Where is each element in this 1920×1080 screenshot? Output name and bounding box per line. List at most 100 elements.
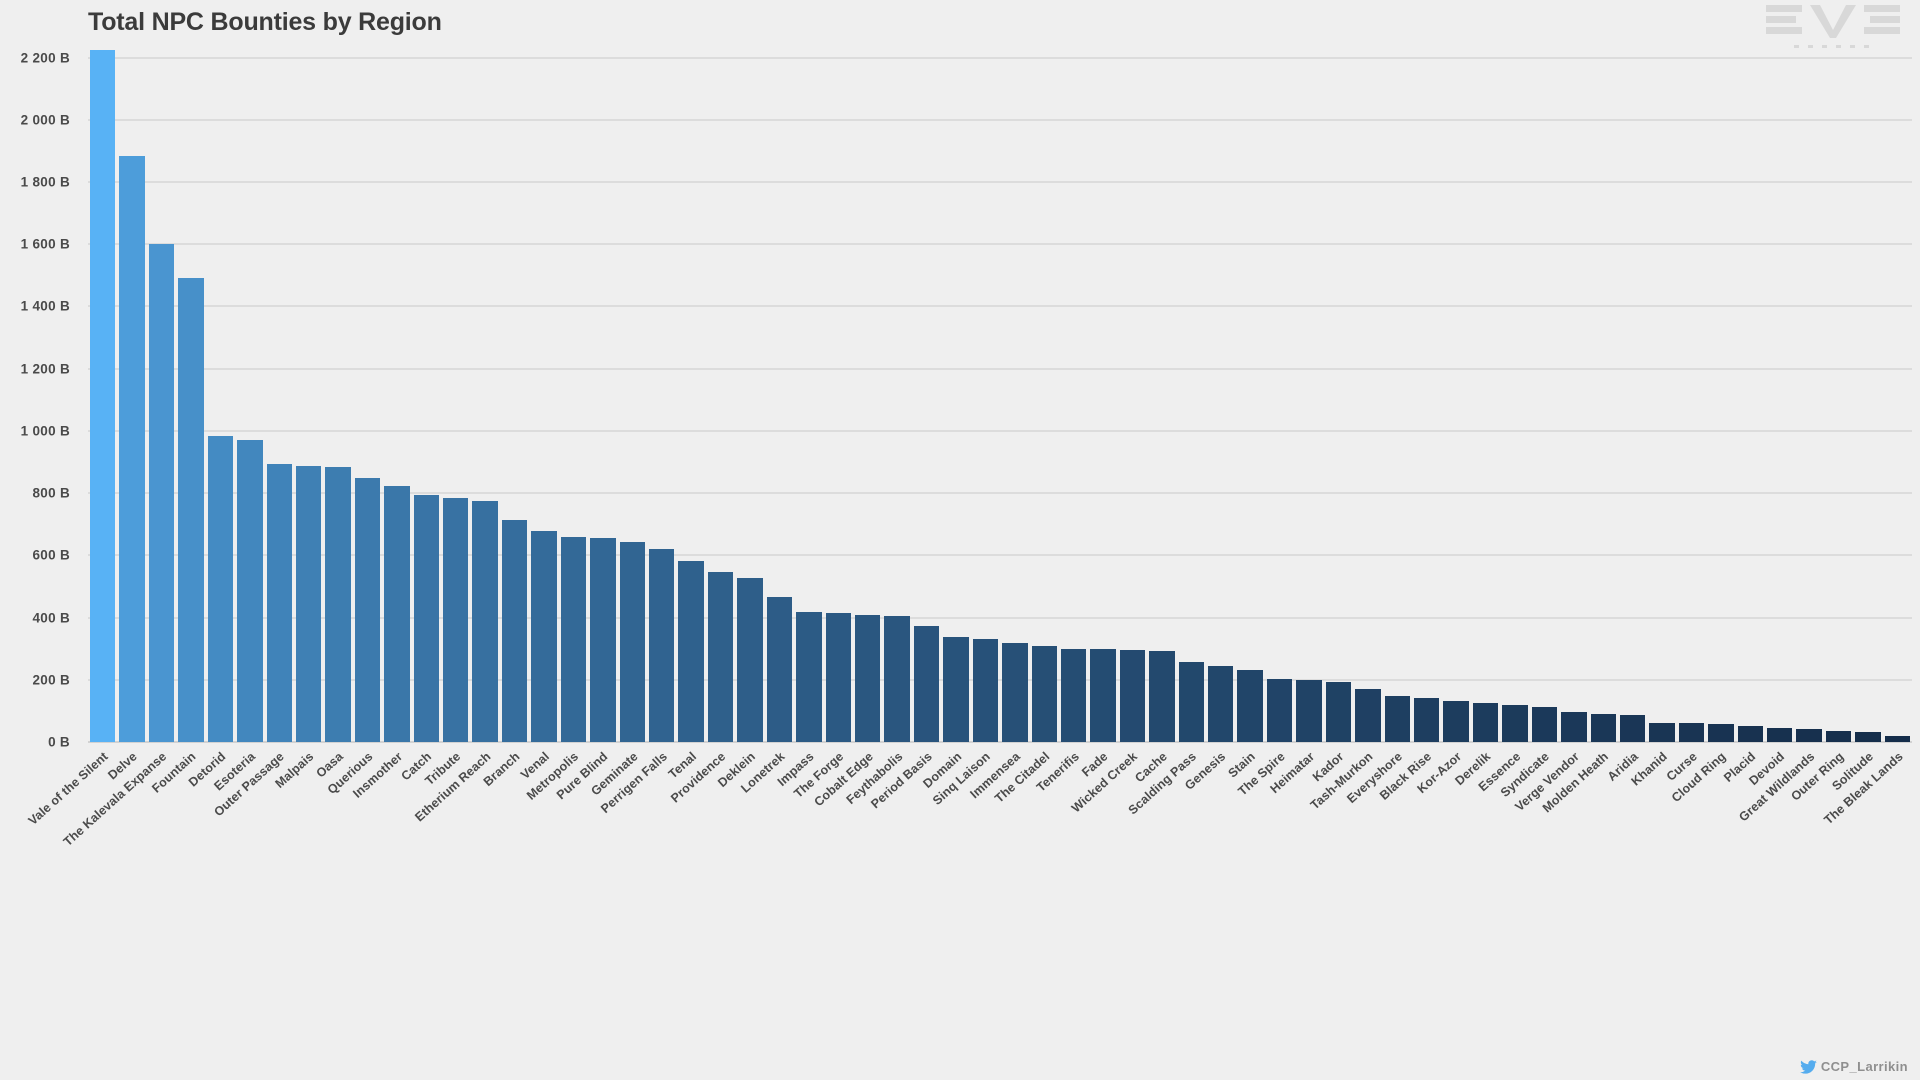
bar[interactable]: [148, 244, 175, 742]
bar-slot[interactable]: [1824, 42, 1853, 742]
bar-slot[interactable]: [1530, 42, 1559, 742]
bar-slot[interactable]: [1324, 42, 1353, 742]
bar[interactable]: [1266, 678, 1293, 742]
bar[interactable]: [1208, 665, 1234, 742]
bar-slot[interactable]: [882, 42, 911, 742]
bar[interactable]: [590, 538, 616, 742]
bar[interactable]: [1502, 704, 1528, 742]
bar[interactable]: [825, 612, 851, 742]
bar[interactable]: [1825, 731, 1852, 742]
bar-slot[interactable]: [294, 42, 323, 742]
bar[interactable]: [796, 611, 822, 742]
bar-slot[interactable]: [1647, 42, 1676, 742]
bar[interactable]: [325, 466, 351, 742]
bar[interactable]: [943, 637, 969, 742]
bar-slot[interactable]: [588, 42, 617, 742]
bar[interactable]: [207, 435, 234, 742]
bar-slot[interactable]: [500, 42, 529, 742]
bar-slot[interactable]: [1030, 42, 1059, 742]
bar[interactable]: [178, 278, 204, 742]
bar-slot[interactable]: [147, 42, 176, 742]
bar-slot[interactable]: [88, 42, 117, 742]
bar[interactable]: [413, 495, 440, 742]
bar[interactable]: [1002, 643, 1028, 742]
bar-slot[interactable]: [1000, 42, 1029, 742]
bar[interactable]: [1443, 700, 1469, 742]
bar[interactable]: [649, 548, 675, 742]
bar-slot[interactable]: [470, 42, 499, 742]
bar-slot[interactable]: [206, 42, 235, 742]
bar[interactable]: [1355, 688, 1381, 742]
bar-slot[interactable]: [1559, 42, 1588, 742]
bar-slot[interactable]: [765, 42, 794, 742]
bar-slot[interactable]: [1412, 42, 1441, 742]
bar[interactable]: [1090, 649, 1116, 742]
bar[interactable]: [1296, 680, 1322, 742]
bar-slot[interactable]: [323, 42, 352, 742]
bar-slot[interactable]: [941, 42, 970, 742]
bar[interactable]: [1031, 645, 1057, 742]
bar[interactable]: [1561, 712, 1587, 742]
bar[interactable]: [1678, 723, 1705, 742]
bar[interactable]: [884, 616, 910, 742]
bar[interactable]: [384, 485, 410, 742]
bar[interactable]: [90, 49, 116, 742]
bar[interactable]: [1737, 725, 1764, 742]
bar[interactable]: [531, 531, 557, 742]
bar[interactable]: [443, 497, 469, 742]
bar[interactable]: [295, 465, 322, 742]
bar-slot[interactable]: [1353, 42, 1382, 742]
bar-slot[interactable]: [618, 42, 647, 742]
bar-slot[interactable]: [1677, 42, 1706, 742]
bar-slot[interactable]: [824, 42, 853, 742]
bar[interactable]: [354, 478, 381, 742]
bar-slot[interactable]: [353, 42, 382, 742]
bar[interactable]: [913, 625, 940, 742]
bar-slot[interactable]: [1589, 42, 1618, 742]
bar[interactable]: [766, 596, 793, 742]
bar[interactable]: [501, 520, 528, 742]
bar[interactable]: [707, 571, 734, 742]
bar[interactable]: [1884, 736, 1911, 742]
bar[interactable]: [1119, 649, 1146, 742]
bar-slot[interactable]: [1206, 42, 1235, 742]
bar-slot[interactable]: [647, 42, 676, 742]
bar-slot[interactable]: [382, 42, 411, 742]
bar-slot[interactable]: [176, 42, 205, 742]
bar-slot[interactable]: [853, 42, 882, 742]
bar-slot[interactable]: [676, 42, 705, 742]
bar-slot[interactable]: [441, 42, 470, 742]
bar-slot[interactable]: [1118, 42, 1147, 742]
bar[interactable]: [854, 615, 881, 742]
bar-slot[interactable]: [1618, 42, 1647, 742]
bar[interactable]: [1384, 696, 1410, 742]
bar-slot[interactable]: [1059, 42, 1088, 742]
bar[interactable]: [1767, 728, 1793, 742]
bar[interactable]: [1649, 722, 1675, 742]
bar-slot[interactable]: [706, 42, 735, 742]
bar[interactable]: [1708, 723, 1734, 742]
bar-slot[interactable]: [1294, 42, 1323, 742]
bar-slot[interactable]: [529, 42, 558, 742]
bar-slot[interactable]: [1471, 42, 1500, 742]
bar-slot[interactable]: [794, 42, 823, 742]
bar[interactable]: [119, 155, 145, 742]
bar[interactable]: [1855, 732, 1881, 742]
bar[interactable]: [472, 500, 498, 742]
bar-slot[interactable]: [1265, 42, 1294, 742]
bar-slot[interactable]: [1088, 42, 1117, 742]
bar[interactable]: [1619, 715, 1646, 742]
bar[interactable]: [1590, 714, 1616, 742]
bar-slot[interactable]: [735, 42, 764, 742]
bar-slot[interactable]: [1706, 42, 1735, 742]
bar-slot[interactable]: [971, 42, 1000, 742]
bar-slot[interactable]: [1853, 42, 1882, 742]
bar-slot[interactable]: [1235, 42, 1264, 742]
bar[interactable]: [619, 541, 646, 742]
bar-slot[interactable]: [1765, 42, 1794, 742]
bar-slot[interactable]: [1883, 42, 1912, 742]
bar-slot[interactable]: [559, 42, 588, 742]
bar-slot[interactable]: [1500, 42, 1529, 742]
bar[interactable]: [1472, 702, 1499, 742]
bar[interactable]: [1325, 681, 1352, 742]
